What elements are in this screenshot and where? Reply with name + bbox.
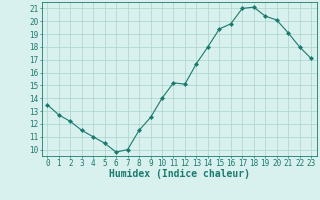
X-axis label: Humidex (Indice chaleur): Humidex (Indice chaleur) <box>109 169 250 179</box>
